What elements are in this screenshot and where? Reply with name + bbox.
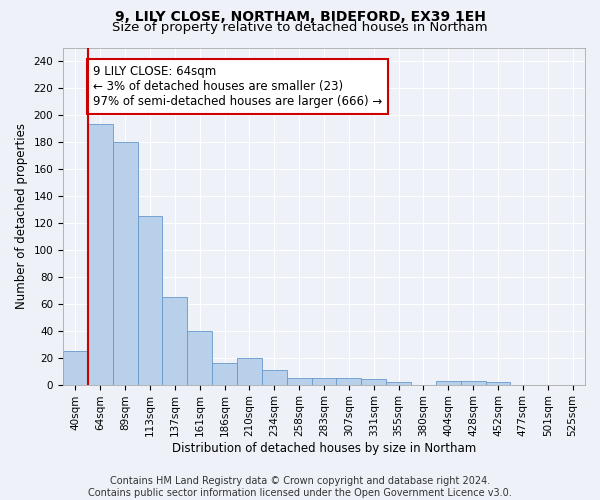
Y-axis label: Number of detached properties: Number of detached properties <box>15 123 28 309</box>
Bar <box>361 379 386 384</box>
Bar <box>262 370 287 384</box>
Bar <box>212 363 237 384</box>
Bar <box>88 124 113 384</box>
Bar <box>287 378 311 384</box>
Bar <box>386 382 411 384</box>
Text: Contains HM Land Registry data © Crown copyright and database right 2024.
Contai: Contains HM Land Registry data © Crown c… <box>88 476 512 498</box>
X-axis label: Distribution of detached houses by size in Northam: Distribution of detached houses by size … <box>172 442 476 455</box>
Bar <box>113 142 137 384</box>
Text: 9 LILY CLOSE: 64sqm
← 3% of detached houses are smaller (23)
97% of semi-detache: 9 LILY CLOSE: 64sqm ← 3% of detached hou… <box>93 65 382 108</box>
Bar <box>337 378 361 384</box>
Bar <box>311 378 337 384</box>
Bar <box>163 297 187 384</box>
Bar <box>485 382 511 384</box>
Bar <box>461 380 485 384</box>
Bar <box>63 351 88 384</box>
Bar <box>187 330 212 384</box>
Bar <box>436 380 461 384</box>
Text: 9, LILY CLOSE, NORTHAM, BIDEFORD, EX39 1EH: 9, LILY CLOSE, NORTHAM, BIDEFORD, EX39 1… <box>115 10 485 24</box>
Bar <box>237 358 262 384</box>
Text: Size of property relative to detached houses in Northam: Size of property relative to detached ho… <box>112 21 488 34</box>
Bar <box>137 216 163 384</box>
